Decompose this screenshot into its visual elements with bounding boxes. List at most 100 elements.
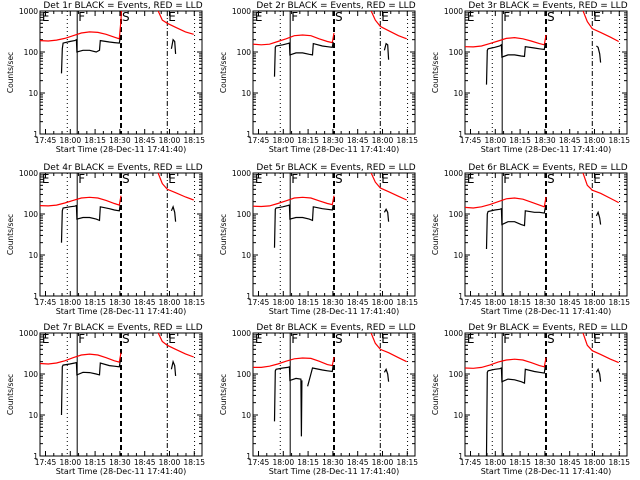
x-tick-label: 18:30 (322, 136, 344, 145)
x-tick-label: 18:45 (134, 136, 156, 145)
x-tick-label: 18:00 (159, 458, 181, 467)
events-series-line (485, 207, 546, 250)
segment-marker-E: E (42, 10, 50, 24)
segment-marker-E: E (593, 172, 601, 186)
panel-title: Det 2r BLACK = Events, RED = LLD (256, 1, 415, 11)
x-tick-label: 18:30 (534, 458, 556, 467)
y-tick-label: 10 (241, 89, 251, 98)
segment-marker-F: F (78, 10, 85, 24)
y-tick-label: 100 (24, 370, 39, 379)
y-tick-label: 1 (458, 130, 463, 139)
panel-title: Det 7r BLACK = Events, RED = LLD (43, 323, 202, 333)
y-tick-label: 1000 (444, 7, 463, 16)
lld-series-line (465, 196, 547, 209)
x-tick-label: 18:15 (84, 298, 106, 307)
x-axis-label: Start Time (28-Dec-11 17:41:40) (481, 467, 612, 476)
y-tick-label: 1 (33, 292, 38, 301)
panel-title: Det 1r BLACK = Events, RED = LLD (43, 1, 202, 11)
x-tick-label: 17:45 (35, 298, 57, 307)
segment-marker-E: E (255, 332, 263, 346)
segment-marker-F: F (503, 172, 510, 186)
y-tick-label: 1000 (19, 169, 38, 178)
x-tick-label: 18:45 (559, 458, 581, 467)
x-tick-label: 18:15 (608, 458, 630, 467)
x-axis-label: Start Time (28-Dec-11 17:41:40) (269, 145, 400, 154)
segment-marker-S: S (122, 10, 130, 24)
segment-marker-E: E (255, 10, 263, 24)
lld-series-line-late (157, 333, 194, 358)
segment-marker-S: S (335, 332, 343, 346)
x-tick-label: 18:00 (372, 298, 394, 307)
y-tick-label: 1000 (232, 329, 251, 338)
y-axis-label: Counts/sec (6, 52, 15, 93)
lld-series-line-late (157, 173, 194, 201)
panel-det-9r: Det 9r BLACK = Events, RED = LLD 1 10 100 10… (431, 323, 630, 476)
panel-det-5r: Det 5r BLACK = Events, RED = LLD 1 10 100 10… (219, 163, 418, 316)
plot-series (40, 333, 194, 416)
segment-marker-E: E (42, 172, 50, 186)
x-tick-label: 18:45 (347, 458, 369, 467)
x-tick-label: 18:00 (372, 136, 394, 145)
x-tick-label: 18:30 (109, 298, 131, 307)
plot-series (253, 11, 407, 77)
x-tick-label: 18:30 (534, 136, 556, 145)
lld-series-line (253, 195, 335, 208)
y-axis-label: Counts/sec (6, 374, 15, 415)
x-tick-label: 18:15 (297, 458, 319, 467)
x-tick-label: 18:00 (584, 458, 606, 467)
x-tick-label: 18:15 (183, 136, 205, 145)
x-tick-label: 18:15 (509, 298, 531, 307)
segment-marker-F: F (78, 172, 85, 186)
segment-marker-S: S (547, 332, 555, 346)
x-tick-label: 17:45 (35, 458, 57, 467)
plot-series (253, 333, 407, 437)
y-tick-label: 100 (24, 48, 39, 57)
lld-series-line-late (370, 173, 407, 201)
x-tick-label: 18:45 (347, 136, 369, 145)
lld-series-line-late (582, 11, 619, 43)
segment-marker-E: E (593, 332, 601, 346)
y-tick-label: 1 (458, 452, 463, 461)
plot-series (253, 173, 407, 248)
x-tick-label: 18:30 (322, 458, 344, 467)
lld-series-line (253, 356, 335, 368)
plot-series (40, 11, 194, 74)
x-tick-label: 18:00 (484, 136, 506, 145)
segment-marker-F: F (503, 332, 510, 346)
y-tick-label: 1000 (19, 329, 38, 338)
x-tick-label: 18:45 (559, 298, 581, 307)
x-tick-label: 18:00 (59, 298, 81, 307)
y-tick-label: 100 (449, 210, 464, 219)
events-series-line-mid (307, 365, 334, 387)
lld-series-line-late (582, 173, 619, 204)
segment-marker-S: S (335, 10, 343, 24)
y-tick-label: 1 (458, 292, 463, 301)
x-tick-label: 17:45 (460, 298, 482, 307)
events-series-line (273, 41, 334, 77)
x-tick-label: 18:45 (559, 136, 581, 145)
events-series-line (485, 43, 546, 85)
y-axis-label: Counts/sec (431, 374, 440, 415)
segment-marker-E: E (168, 332, 176, 346)
y-tick-label: 10 (241, 411, 251, 420)
panel-title: Det 6r BLACK = Events, RED = LLD (468, 163, 627, 173)
segment-marker-E: E (467, 172, 475, 186)
x-tick-label: 18:30 (109, 136, 131, 145)
y-axis-label: Counts/sec (219, 52, 228, 93)
x-tick-label: 18:15 (396, 136, 418, 145)
x-tick-label: 18:00 (59, 136, 81, 145)
panel-title: Det 4r BLACK = Events, RED = LLD (43, 163, 202, 173)
events-series-line-late (170, 359, 177, 376)
panel-det-1r: Det 1r BLACK = Events, RED = LLD 1 10 100 10… (6, 1, 205, 154)
panel-title: Det 9r BLACK = Events, RED = LLD (468, 323, 627, 333)
events-series-line (273, 365, 303, 437)
y-axis-label: Counts/sec (219, 214, 228, 255)
segment-marker-E: E (593, 10, 601, 24)
segment-marker-E: E (168, 10, 176, 24)
x-tick-label: 17:45 (35, 136, 57, 145)
events-series-line-late (595, 367, 602, 382)
x-tick-label: 18:00 (272, 298, 294, 307)
y-tick-label: 100 (449, 370, 464, 379)
x-tick-label: 18:15 (608, 136, 630, 145)
x-axis-label: Start Time (28-Dec-11 17:41:40) (56, 467, 187, 476)
